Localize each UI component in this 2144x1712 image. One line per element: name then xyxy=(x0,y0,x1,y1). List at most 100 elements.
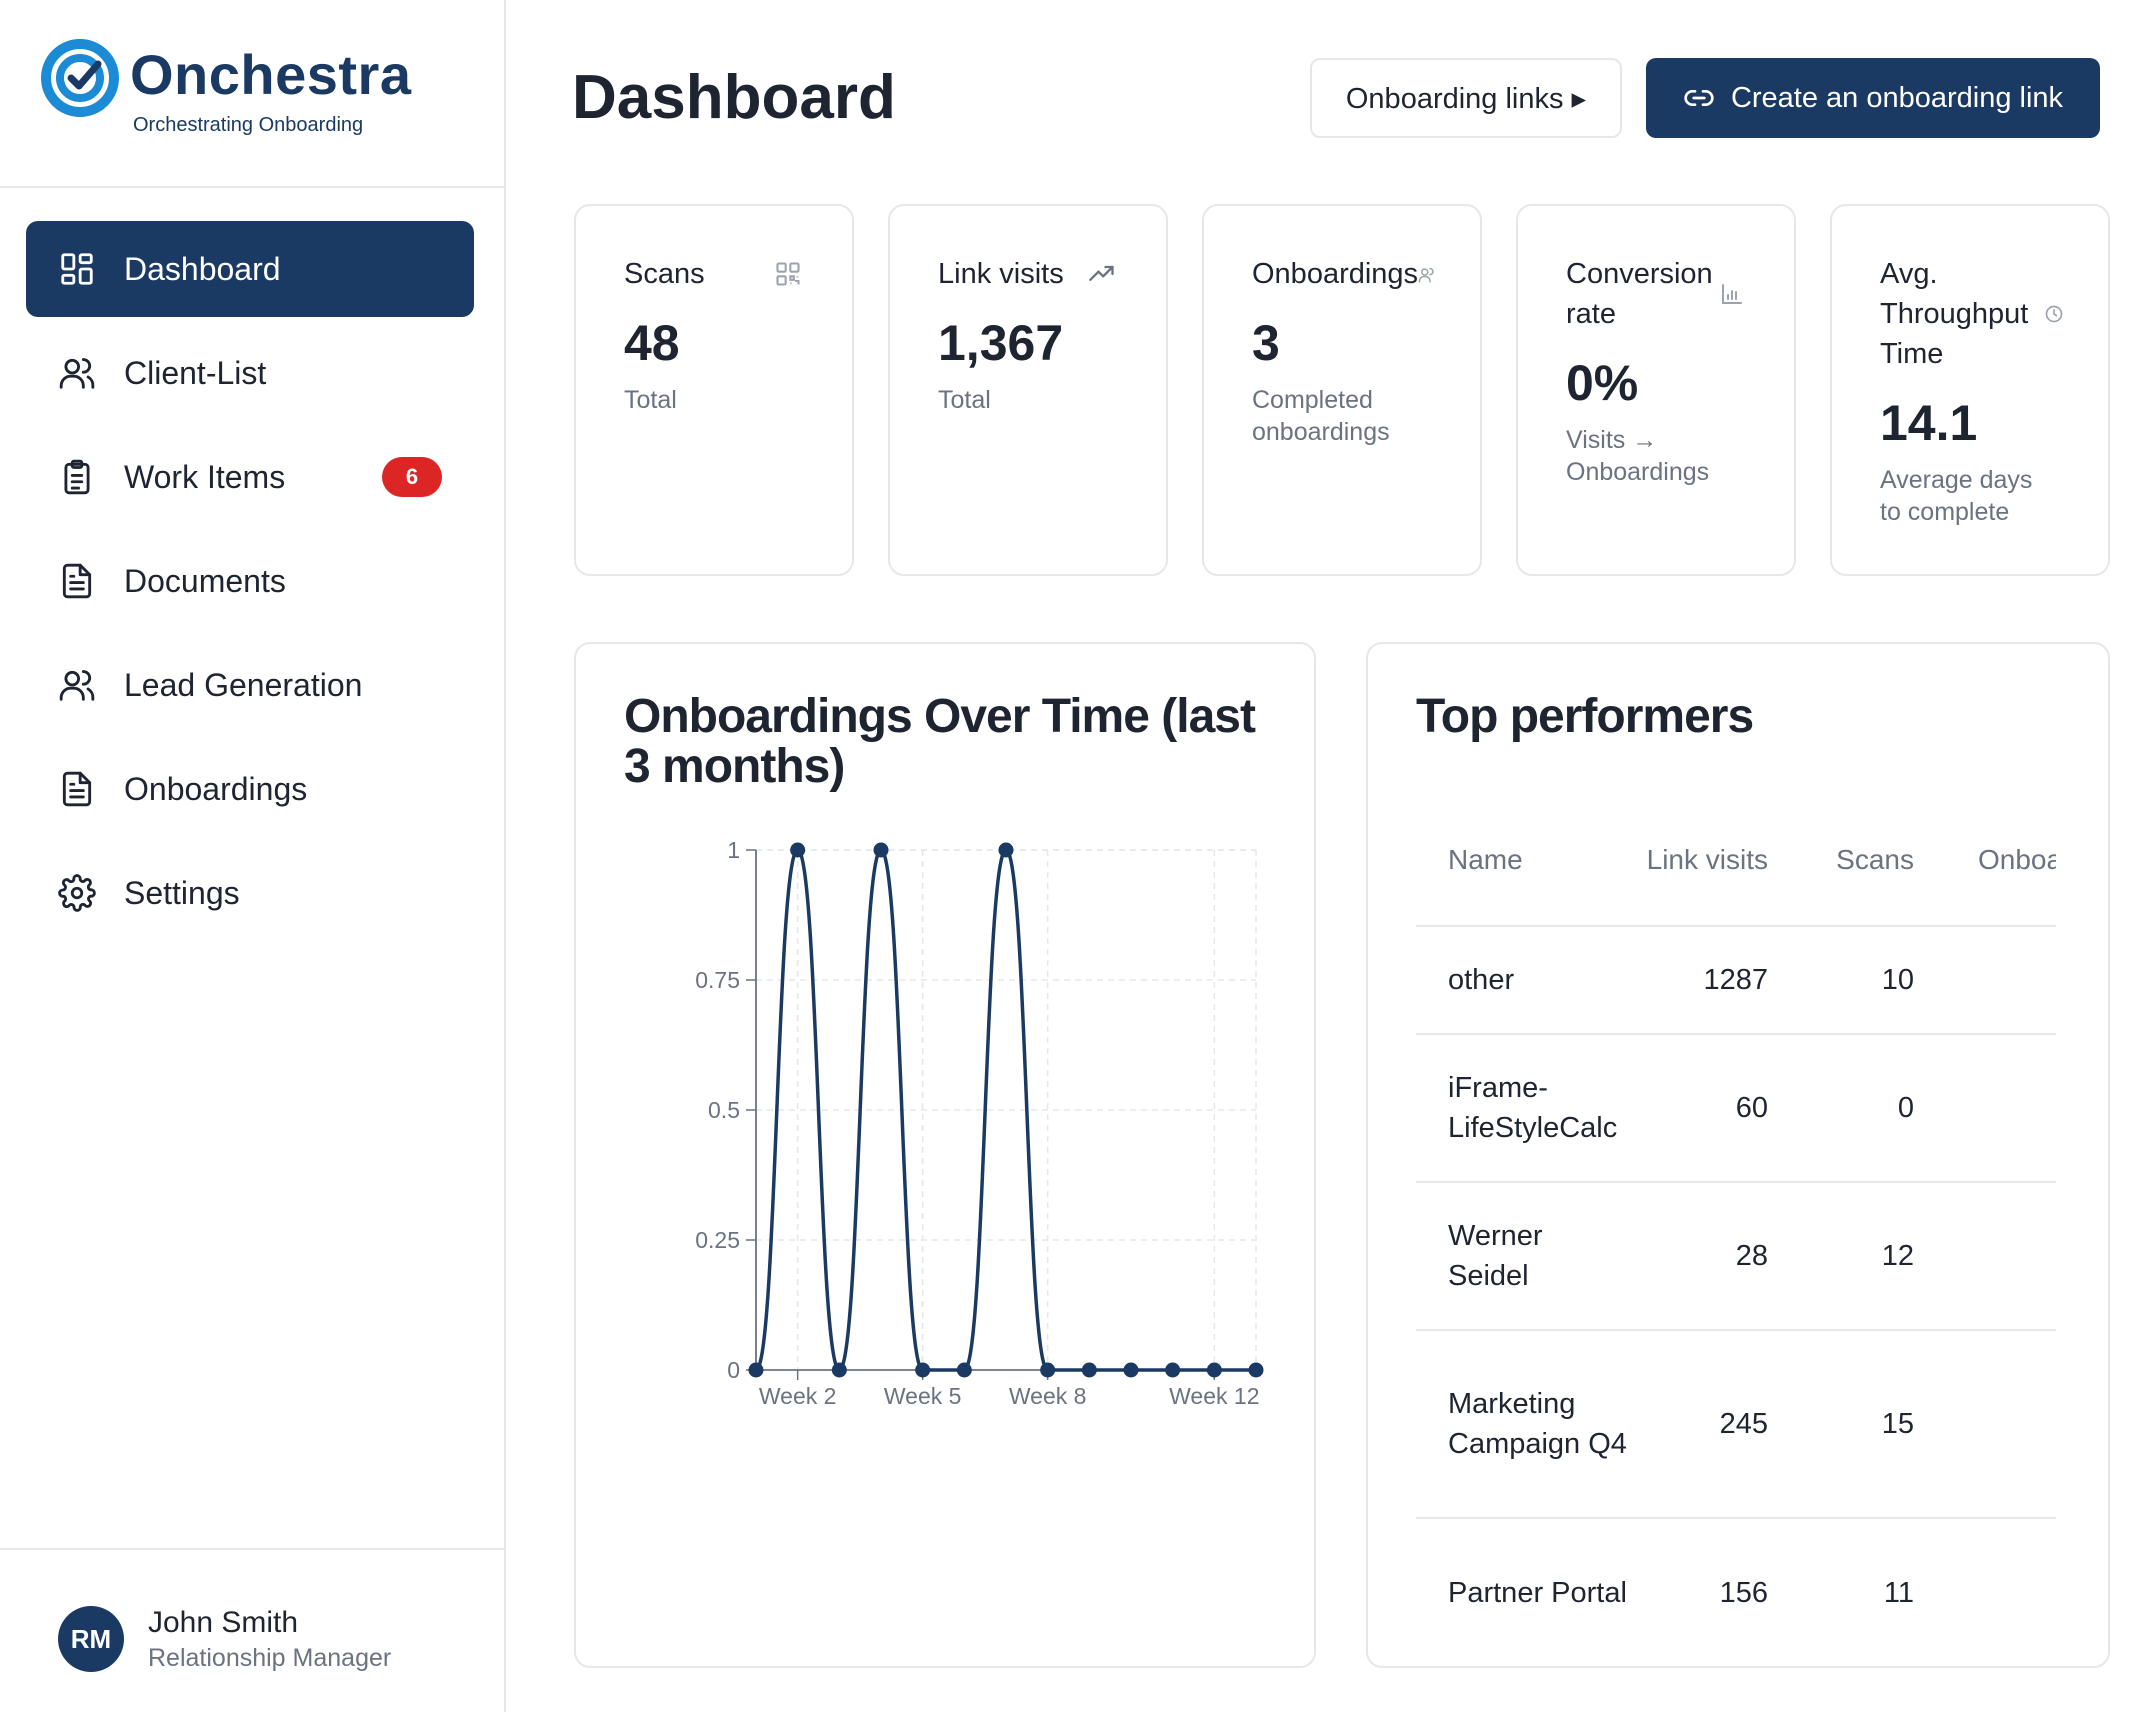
y-tick-label: 0.25 xyxy=(695,1227,740,1253)
users-icon xyxy=(1418,266,1436,284)
avatar: RM xyxy=(58,1606,124,1672)
data-point xyxy=(1123,1362,1139,1378)
column-header-onboardings[interactable]: Onboa xyxy=(1914,794,2056,927)
performer-link-visits: 1287 xyxy=(1628,926,1768,1035)
x-tick-label: Week 8 xyxy=(1009,1383,1087,1409)
sidebar-item-work-items[interactable]: Work Items 6 xyxy=(26,429,474,525)
performer-name: Werner Seidel xyxy=(1416,1182,1628,1331)
performer-name: other xyxy=(1416,926,1628,1035)
clock-icon xyxy=(2044,304,2064,324)
performer-link-visits: 60 xyxy=(1628,1034,1768,1183)
sidebar-item-label: Work Items xyxy=(124,458,286,495)
stat-card-link-visits: Link visits 1,367 Total xyxy=(888,204,1168,576)
sidebar-item-client-list[interactable]: Client-List xyxy=(26,325,474,421)
table-row[interactable]: Marketing Campaign Q4 245 15 xyxy=(1416,1330,2056,1519)
performer-onboardings xyxy=(1914,926,2056,1035)
sidebar-item-settings[interactable]: Settings xyxy=(26,845,474,941)
data-point xyxy=(748,1362,764,1378)
y-tick-label: 0.5 xyxy=(708,1097,740,1123)
stat-value: 1,367 xyxy=(938,315,1064,371)
stat-title: Scans xyxy=(624,258,705,290)
sidebar-item-dashboard[interactable]: Dashboard xyxy=(26,221,474,317)
data-point xyxy=(956,1362,972,1378)
table-row[interactable]: Werner Seidel 28 12 xyxy=(1416,1182,2056,1331)
data-point xyxy=(1248,1362,1264,1378)
trending-up-icon xyxy=(1088,260,1116,288)
performer-scans: 15 xyxy=(1768,1330,1914,1519)
performer-onboardings xyxy=(1914,1034,2056,1183)
user-name: John Smith xyxy=(148,1606,299,1639)
stat-title: Avg. Throughput Time xyxy=(1880,258,2029,370)
sidebar: Onchestra Orchestrating Onboarding Dashb… xyxy=(0,0,506,1712)
brand-tagline: Orchestrating Onboarding xyxy=(133,114,364,136)
column-header-name[interactable]: Name xyxy=(1416,794,1628,927)
stat-subtitle: Visits → Onboardings xyxy=(1566,426,1710,486)
file-text-icon xyxy=(58,562,96,600)
sidebar-item-label: Dashboard xyxy=(124,250,281,287)
x-tick-label: Week 5 xyxy=(884,1383,962,1409)
column-header-scans[interactable]: Scans xyxy=(1768,794,1914,927)
y-tick-label: 1 xyxy=(727,837,740,863)
data-point xyxy=(998,842,1014,858)
create-onboarding-link-label: Create an onboarding link xyxy=(1730,81,2064,114)
stat-subtitle: Completed onboardings xyxy=(1252,386,1390,446)
table-row[interactable]: iFrame-LifeStyleCalc 60 0 xyxy=(1416,1034,2056,1183)
performer-link-visits: 28 xyxy=(1628,1182,1768,1331)
sidebar-item-lead-generation[interactable]: Lead Generation xyxy=(26,637,474,733)
performer-scans: 10 xyxy=(1768,926,1914,1035)
data-point xyxy=(1081,1362,1097,1378)
sidebar-item-label: Documents xyxy=(124,562,286,599)
series-line xyxy=(754,848,1256,1372)
sidebar-item-onboardings[interactable]: Onboardings xyxy=(26,741,474,837)
dashboard-grid-icon xyxy=(58,250,96,288)
performer-name: iFrame-LifeStyleCalc xyxy=(1416,1034,1628,1183)
performer-onboardings xyxy=(1914,1518,2056,1666)
create-onboarding-link-button[interactable]: Create an onboarding link xyxy=(1646,58,2100,138)
data-point xyxy=(831,1362,847,1378)
data-point xyxy=(1165,1362,1181,1378)
onboardings-line-chart: 0 0.25 0.5 0.75 1 Week 2 Week 5 Week 8 Week 12 xyxy=(695,837,1264,1409)
x-tick-label: Week 2 xyxy=(759,1383,837,1409)
data-point xyxy=(873,842,889,858)
table-row[interactable]: other 1287 10 xyxy=(1416,926,2056,1035)
stat-card-avg-throughput-time: Avg. Throughput Time 14.1 Average days t… xyxy=(1830,204,2110,576)
data-point xyxy=(790,842,806,858)
top-performers-table: Name Link visits Scans Onboa other 1287 … xyxy=(1416,794,2056,1666)
chart-title: Onboardings Over Time (last 3 months) xyxy=(624,690,1256,793)
stat-card-scans: Scans 48 Total xyxy=(574,204,854,576)
performer-link-visits: 156 xyxy=(1719,1576,1768,1609)
users-icon xyxy=(58,354,96,392)
stat-subtitle: Total xyxy=(938,386,991,414)
sidebar-item-documents[interactable]: Documents xyxy=(26,533,474,629)
clipboard-list-icon xyxy=(58,458,96,496)
divider xyxy=(0,186,504,188)
top-performers-panel: Top performers Name Link visits Scans On… xyxy=(1366,642,2110,1668)
gear-icon xyxy=(58,874,96,912)
onboarding-links-button[interactable]: Onboarding links ▸ xyxy=(1310,58,1622,138)
data-point xyxy=(1040,1362,1056,1378)
work-items-count-badge: 6 xyxy=(382,457,442,497)
stat-title: Link visits xyxy=(938,258,1064,290)
onchestra-logo-icon xyxy=(41,39,119,117)
stat-card-conversion-rate: Conversion rate 0% Visits → Onboardings xyxy=(1516,204,1796,576)
user-role: Relationship Manager xyxy=(148,1644,392,1672)
sidebar-item-label: Settings xyxy=(124,874,240,911)
performer-scans: 11 xyxy=(1883,1576,1914,1609)
sidebar-item-label: Client-List xyxy=(124,354,267,391)
table-row[interactable]: Partner Portal 156 11 xyxy=(1416,1518,2056,1666)
data-point xyxy=(1206,1362,1222,1378)
page-title: Dashboard xyxy=(572,63,896,132)
sidebar-nav: Dashboard Client-List Work Items 6 Docum… xyxy=(26,221,474,949)
performer-onboardings xyxy=(1914,1330,2056,1519)
stat-value: 0% xyxy=(1566,355,1639,411)
data-point xyxy=(915,1362,931,1378)
top-performers-title: Top performers xyxy=(1416,690,1754,743)
stat-value: 48 xyxy=(624,315,680,371)
link-icon xyxy=(1684,90,1714,106)
stat-subtitle: Total xyxy=(624,386,677,414)
performer-scans: 0 xyxy=(1768,1034,1914,1183)
performer-name: Partner Portal xyxy=(1448,1576,1627,1609)
column-header-link-visits[interactable]: Link visits xyxy=(1628,794,1768,927)
stat-value: 3 xyxy=(1252,315,1280,371)
